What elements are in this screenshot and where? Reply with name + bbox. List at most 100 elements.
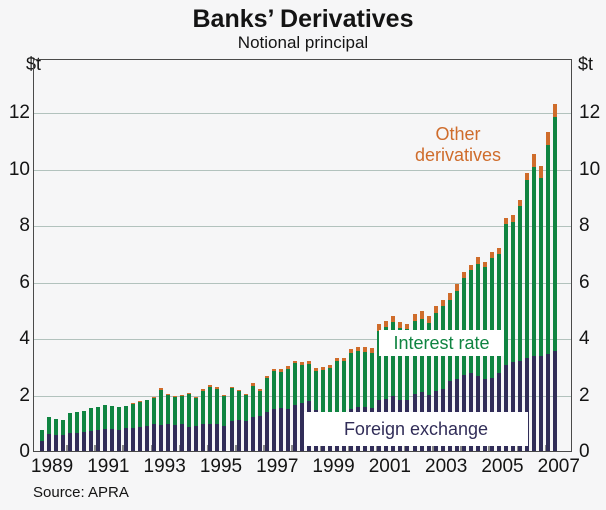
- bar-2006-Q2: [525, 172, 530, 451]
- segment-other-derivatives: [553, 104, 558, 117]
- segment-other-derivatives: [539, 165, 544, 178]
- x-tick-1999: 1999: [312, 456, 355, 477]
- segment-foreign-exchange: [95, 429, 100, 451]
- year-tick-2001: [375, 445, 378, 451]
- segment-interest-rate: [398, 328, 403, 401]
- segment-other-derivatives: [236, 390, 241, 392]
- segment-foreign-exchange: [74, 432, 79, 451]
- segment-foreign-exchange: [152, 424, 157, 451]
- bar-1990-Q2: [74, 412, 79, 451]
- year-tick-1996: [235, 445, 237, 451]
- chart-title: Banks’ Derivatives: [192, 5, 414, 33]
- year-tick-1997: [263, 445, 265, 451]
- year-tick-1990: [66, 445, 68, 451]
- bar-1990-Q4: [88, 408, 93, 451]
- segment-other-derivatives: [215, 387, 220, 389]
- segment-interest-rate: [208, 386, 213, 424]
- segment-other-derivatives: [363, 346, 368, 352]
- segment-interest-rate: [335, 361, 340, 413]
- segment-interest-rate: [377, 330, 382, 401]
- legend-other-derivatives-line1: Other: [435, 124, 481, 144]
- segment-foreign-exchange: [250, 417, 255, 451]
- segment-other-derivatives: [461, 272, 466, 279]
- segment-foreign-exchange: [257, 415, 262, 451]
- y-tick-right-4: 4: [579, 328, 590, 349]
- segment-interest-rate: [102, 405, 107, 429]
- segment-interest-rate: [271, 370, 276, 409]
- y-tick-right-10: 10: [579, 158, 601, 180]
- bar-1997-Q2: [271, 368, 276, 451]
- x-tick-1995: 1995: [199, 456, 243, 477]
- segment-other-derivatives: [187, 392, 192, 394]
- bar-1994-Q4: [201, 389, 206, 451]
- segment-interest-rate: [475, 263, 480, 376]
- year-tick-2006: [516, 445, 519, 451]
- segment-other-derivatives: [440, 299, 445, 307]
- bar-1991-Q2: [102, 405, 107, 451]
- segment-other-derivatives: [419, 311, 424, 319]
- segment-foreign-exchange: [546, 353, 551, 451]
- x-tick-2001: 2001: [368, 456, 412, 477]
- source-note: Source: APRA: [33, 484, 129, 501]
- segment-foreign-exchange: [102, 428, 107, 451]
- y-tick-left-4: 4: [19, 328, 30, 349]
- segment-other-derivatives: [250, 383, 255, 386]
- segment-interest-rate: [504, 224, 508, 365]
- segment-interest-rate: [152, 398, 157, 425]
- chart-subtitle: Notional principal: [237, 33, 369, 52]
- segment-other-derivatives: [349, 348, 354, 353]
- gridline-10: [34, 169, 571, 171]
- bar-1993-Q1: [152, 397, 157, 451]
- legend-interest-rate-box: Interest rate: [379, 330, 504, 356]
- bar-2006-Q1: [518, 199, 523, 451]
- segment-interest-rate: [511, 221, 516, 363]
- segment-other-derivatives: [426, 315, 431, 324]
- segment-interest-rate: [138, 401, 143, 427]
- segment-interest-rate: [60, 419, 65, 435]
- bar-1998-Q1: [292, 360, 297, 451]
- segment-foreign-exchange: [138, 427, 143, 451]
- segment-interest-rate: [159, 389, 164, 426]
- bar-1992-Q3: [138, 401, 143, 451]
- bar-2007-Q2: [553, 104, 558, 451]
- segment-foreign-exchange: [532, 356, 537, 451]
- segment-interest-rate: [405, 328, 410, 401]
- segment-foreign-exchange: [299, 402, 304, 451]
- segment-foreign-exchange: [67, 433, 72, 451]
- segment-interest-rate: [285, 369, 290, 410]
- year-tick-2002: [403, 445, 406, 451]
- segment-other-derivatives: [173, 395, 178, 397]
- segment-interest-rate: [518, 206, 523, 361]
- bar-1996-Q3: [250, 383, 255, 451]
- segment-foreign-exchange: [39, 441, 44, 451]
- segment-interest-rate: [39, 430, 44, 442]
- y-tick-left-2: 2: [19, 384, 30, 406]
- segment-other-derivatives: [166, 394, 171, 396]
- bar-1996-Q1: [236, 390, 241, 451]
- segment-foreign-exchange: [271, 408, 276, 451]
- segment-interest-rate: [532, 167, 537, 357]
- segment-interest-rate: [187, 393, 192, 427]
- segment-other-derivatives: [145, 399, 150, 401]
- segment-other-derivatives: [468, 265, 473, 271]
- segment-foreign-exchange: [236, 419, 241, 451]
- y-tick-left-6: 6: [19, 271, 30, 293]
- segment-interest-rate: [426, 323, 431, 396]
- segment-other-derivatives: [264, 375, 269, 379]
- segment-foreign-exchange: [116, 429, 121, 451]
- segment-interest-rate: [95, 406, 100, 430]
- gridline-8: [34, 226, 571, 227]
- year-tick-1993: [150, 445, 153, 451]
- bar-1989-Q2: [46, 417, 51, 451]
- year-tick-1991: [94, 445, 96, 451]
- segment-other-derivatives: [313, 368, 318, 371]
- segment-foreign-exchange: [264, 412, 269, 451]
- segment-other-derivatives: [546, 132, 551, 146]
- y-tick-right-2: 2: [579, 384, 590, 406]
- segment-other-derivatives: [271, 368, 276, 371]
- y-tick-left-12: 12: [8, 102, 30, 123]
- segment-interest-rate: [391, 322, 396, 397]
- year-tick-1999: [319, 445, 321, 451]
- bar-1994-Q2: [187, 392, 192, 451]
